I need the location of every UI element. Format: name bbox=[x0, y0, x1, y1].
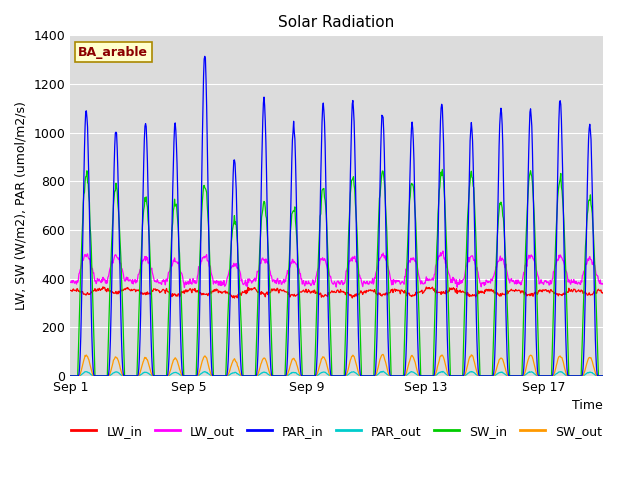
SW_in bbox=[497, 199, 505, 205]
SW_out bbox=[368, 373, 376, 379]
Title: Solar Radiation: Solar Radiation bbox=[278, 15, 395, 30]
SW_out bbox=[192, 373, 200, 379]
SW_out bbox=[380, 351, 387, 357]
SW_out bbox=[599, 373, 607, 379]
Line: SW_out: SW_out bbox=[70, 354, 603, 376]
PAR_in bbox=[497, 105, 505, 111]
PAR_in bbox=[369, 373, 376, 379]
SW_in bbox=[289, 210, 296, 216]
PAR_in bbox=[86, 210, 93, 216]
SW_out bbox=[260, 355, 268, 361]
LW_in bbox=[369, 288, 377, 294]
Line: SW_in: SW_in bbox=[70, 169, 603, 376]
LW_out bbox=[498, 257, 506, 263]
SW_out bbox=[86, 360, 93, 365]
LW_in bbox=[290, 293, 298, 299]
PAR_in bbox=[201, 53, 209, 59]
PAR_out bbox=[368, 373, 376, 379]
Line: PAR_out: PAR_out bbox=[70, 371, 603, 376]
Line: PAR_in: PAR_in bbox=[70, 56, 603, 376]
PAR_out bbox=[260, 370, 268, 375]
Line: LW_in: LW_in bbox=[70, 287, 603, 298]
SW_in bbox=[192, 373, 200, 379]
LW_out bbox=[439, 248, 447, 254]
Legend: LW_in, LW_out, PAR_in, PAR_out, SW_in, SW_out: LW_in, LW_out, PAR_in, PAR_out, SW_in, S… bbox=[67, 420, 607, 443]
SW_out bbox=[289, 356, 296, 362]
LW_in bbox=[99, 284, 107, 290]
SW_in bbox=[368, 373, 376, 379]
PAR_in bbox=[289, 129, 297, 135]
PAR_in bbox=[67, 373, 74, 379]
SW_in bbox=[438, 167, 446, 172]
LW_in bbox=[498, 292, 506, 298]
PAR_out bbox=[192, 373, 200, 379]
LW_in bbox=[67, 288, 74, 293]
LW_out bbox=[289, 257, 297, 263]
PAR_out bbox=[599, 373, 607, 379]
SW_in bbox=[86, 199, 93, 205]
PAR_out bbox=[380, 368, 387, 374]
PAR_out bbox=[67, 373, 74, 379]
LW_out bbox=[599, 281, 607, 287]
LW_out bbox=[192, 280, 200, 286]
SW_in bbox=[67, 373, 74, 379]
PAR_out bbox=[289, 370, 296, 376]
LW_in bbox=[86, 291, 93, 297]
Text: BA_arable: BA_arable bbox=[78, 46, 148, 59]
LW_out bbox=[86, 256, 93, 262]
PAR_out bbox=[86, 370, 93, 376]
SW_out bbox=[497, 355, 505, 361]
Line: LW_out: LW_out bbox=[70, 251, 603, 288]
LW_out bbox=[67, 279, 74, 285]
SW_in bbox=[260, 199, 268, 204]
PAR_in bbox=[261, 103, 269, 108]
LW_out bbox=[261, 257, 269, 263]
LW_out bbox=[369, 276, 376, 281]
LW_in bbox=[599, 290, 607, 296]
LW_in bbox=[192, 288, 200, 294]
Y-axis label: LW, SW (W/m2), PAR (umol/m2/s): LW, SW (W/m2), PAR (umol/m2/s) bbox=[15, 101, 28, 310]
LW_in bbox=[261, 294, 269, 300]
LW_out bbox=[180, 285, 188, 290]
PAR_out bbox=[497, 369, 505, 375]
SW_in bbox=[599, 373, 607, 379]
LW_in bbox=[230, 295, 238, 301]
PAR_in bbox=[192, 373, 200, 379]
PAR_in bbox=[599, 373, 607, 379]
X-axis label: Time: Time bbox=[572, 399, 603, 412]
SW_out bbox=[67, 373, 74, 379]
